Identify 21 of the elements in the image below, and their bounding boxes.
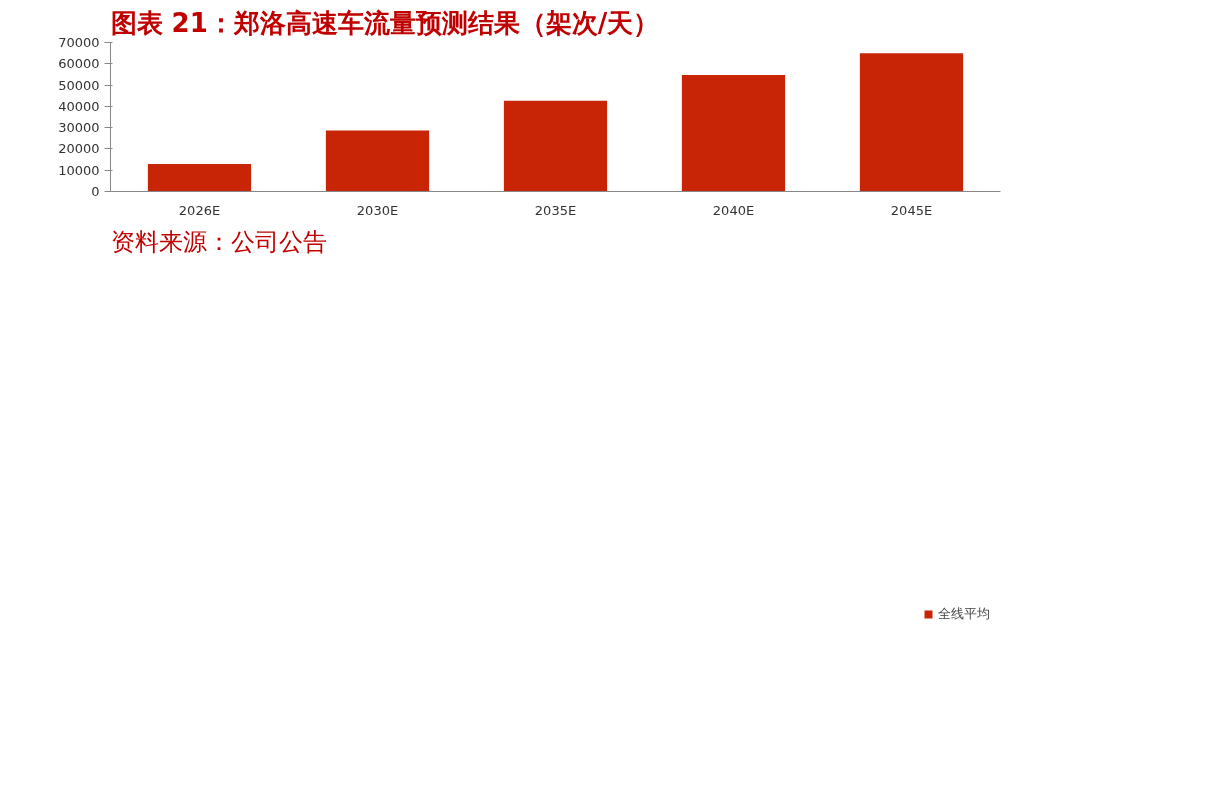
text: 资料来源：公司公告 [110,227,327,256]
x-tick-label: 2045E [890,202,933,218]
y-tick-label: 10000 [58,162,100,178]
y-tick-label: 50000 [58,77,100,93]
bar [859,53,964,192]
x-tick-label: 2030E [356,202,399,218]
bar [681,75,786,192]
x-tick-label: 2035E [534,202,577,218]
chart-title: 图表 21：郑洛高速车流量预测结果（架次/天） [110,7,660,38]
bar [147,164,252,192]
y-tick-label: 30000 [58,120,100,136]
y-tick-label: 0 [91,184,100,199]
x-tick-label: 2026E [178,202,221,218]
bar [503,100,608,192]
y-tick-label: 20000 [58,141,100,157]
x-tick-label: 2040E [712,202,755,218]
bar [325,130,430,192]
y-tick-label: 70000 [58,35,100,50]
y-tick-label: 40000 [58,98,100,114]
y-tick-label: 60000 [58,56,100,72]
legend-label: 全线平均 [938,604,990,623]
